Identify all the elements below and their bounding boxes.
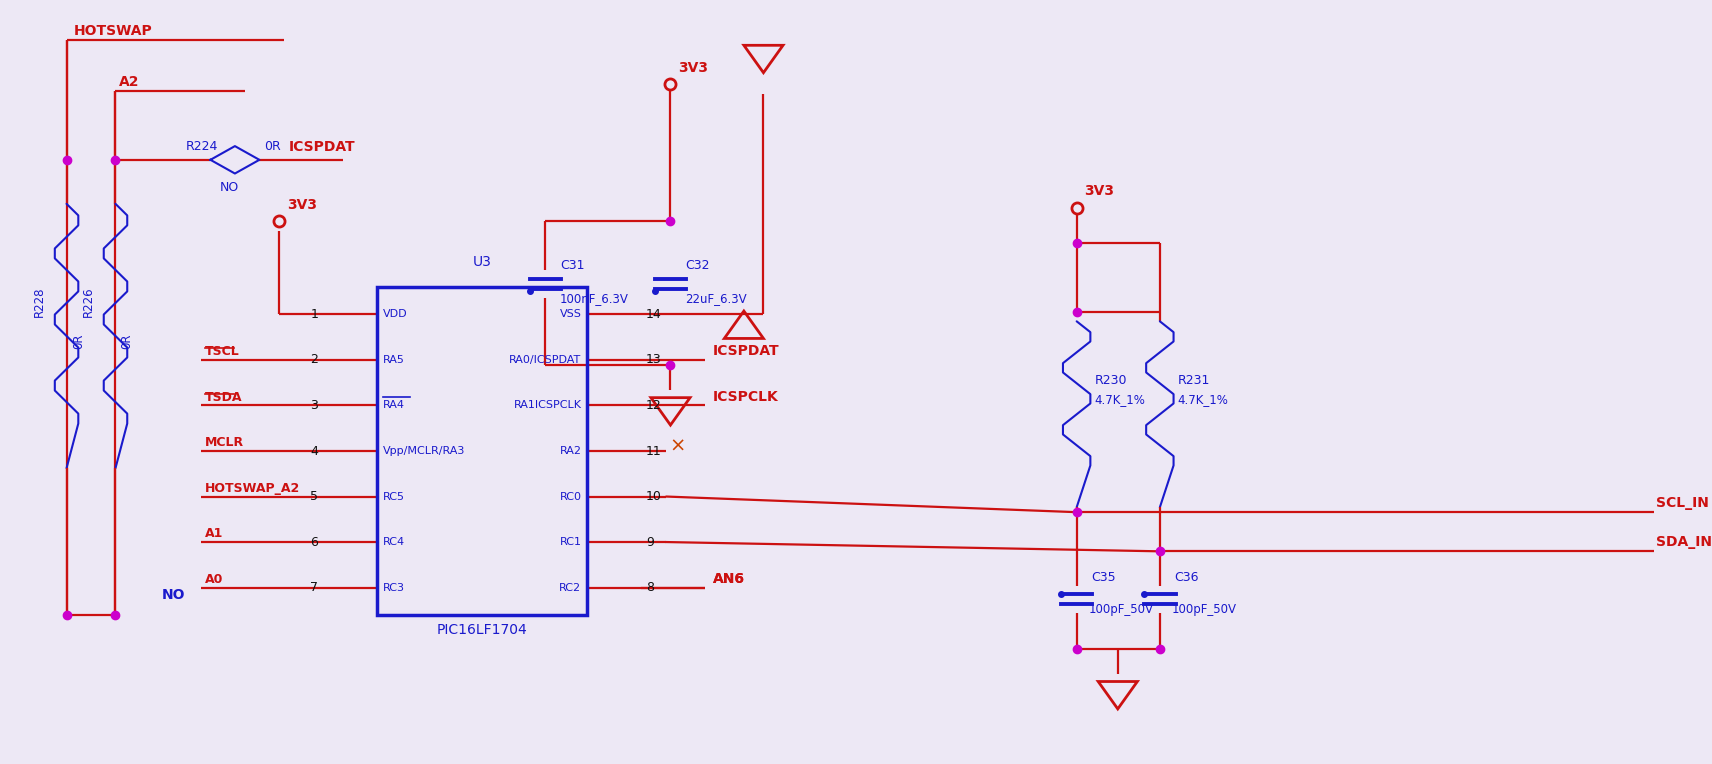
Text: RA1ICSPCLK: RA1ICSPCLK (514, 400, 582, 410)
Text: HOTSWAP: HOTSWAP (74, 24, 152, 38)
Text: C35: C35 (1091, 571, 1116, 584)
Text: 0R: 0R (72, 333, 86, 348)
Text: 13: 13 (645, 354, 663, 367)
Text: RC0: RC0 (560, 491, 582, 501)
Text: 7: 7 (310, 581, 318, 594)
Text: 2: 2 (310, 354, 318, 367)
Text: R224: R224 (187, 141, 219, 154)
Text: 0R: 0R (264, 141, 281, 154)
Text: NO: NO (221, 181, 240, 194)
Text: SDA_IN: SDA_IN (1656, 536, 1712, 549)
Text: AN6: AN6 (712, 571, 745, 585)
Bar (377, 287, 587, 615)
Text: C31: C31 (560, 259, 584, 273)
Text: 11: 11 (645, 445, 663, 458)
Text: 12: 12 (645, 399, 663, 412)
Text: HOTSWAP_A2: HOTSWAP_A2 (204, 481, 300, 494)
Text: A0: A0 (204, 572, 223, 585)
Text: ×: × (669, 436, 687, 455)
Text: SCL_IN: SCL_IN (1656, 497, 1709, 510)
Text: 5: 5 (310, 490, 318, 503)
Text: RC1: RC1 (560, 537, 582, 547)
Text: 9: 9 (645, 536, 654, 549)
Text: 100pF_50V: 100pF_50V (1171, 604, 1236, 617)
Text: TSCL: TSCL (204, 345, 240, 358)
Text: 8: 8 (645, 581, 654, 594)
Text: R228: R228 (33, 286, 46, 317)
Text: ICSPDAT: ICSPDAT (712, 344, 779, 358)
Text: 3V3: 3V3 (288, 198, 317, 212)
Text: 3: 3 (310, 399, 318, 412)
Text: 1: 1 (310, 308, 318, 321)
Text: 100nF_6.3V: 100nF_6.3V (560, 292, 628, 305)
Text: 3V3: 3V3 (678, 60, 709, 75)
Text: C32: C32 (685, 259, 710, 273)
Text: RC4: RC4 (383, 537, 404, 547)
Text: 100pF_50V: 100pF_50V (1089, 604, 1154, 617)
Text: Vpp/MCLR/RA3: Vpp/MCLR/RA3 (383, 446, 466, 456)
Text: 22uF_6.3V: 22uF_6.3V (685, 292, 746, 305)
Text: VSS: VSS (560, 309, 582, 319)
Text: RA2: RA2 (560, 446, 582, 456)
Text: 4.7K_1%: 4.7K_1% (1178, 393, 1228, 406)
Text: 14: 14 (645, 308, 663, 321)
Text: MCLR: MCLR (204, 436, 243, 449)
Text: RC3: RC3 (383, 582, 404, 593)
Text: NO: NO (161, 588, 185, 602)
Text: 0R: 0R (122, 333, 134, 348)
Text: A1: A1 (204, 527, 223, 540)
Text: VDD: VDD (383, 309, 407, 319)
Text: 4.7K_1%: 4.7K_1% (1094, 393, 1145, 406)
Text: ICSPCLK: ICSPCLK (712, 390, 779, 403)
Text: R226: R226 (82, 286, 94, 317)
Text: RA5: RA5 (383, 355, 404, 365)
Text: PIC16LF1704: PIC16LF1704 (437, 623, 527, 636)
Text: RA0/ICSPDAT: RA0/ICSPDAT (508, 355, 582, 365)
Text: R231: R231 (1178, 374, 1210, 387)
Text: RA4: RA4 (383, 400, 404, 410)
Text: TSDA: TSDA (204, 390, 241, 403)
Text: AN6: AN6 (712, 571, 745, 585)
Text: 3V3: 3V3 (1084, 184, 1115, 198)
Text: ICSPDAT: ICSPDAT (289, 141, 356, 154)
Text: U3: U3 (473, 255, 491, 270)
Text: 6: 6 (310, 536, 318, 549)
Text: A2: A2 (120, 76, 140, 89)
Text: RC2: RC2 (560, 582, 582, 593)
Text: C36: C36 (1174, 571, 1198, 584)
Text: 10: 10 (645, 490, 663, 503)
Text: R230: R230 (1094, 374, 1126, 387)
Text: RC5: RC5 (383, 491, 404, 501)
Text: 4: 4 (310, 445, 318, 458)
